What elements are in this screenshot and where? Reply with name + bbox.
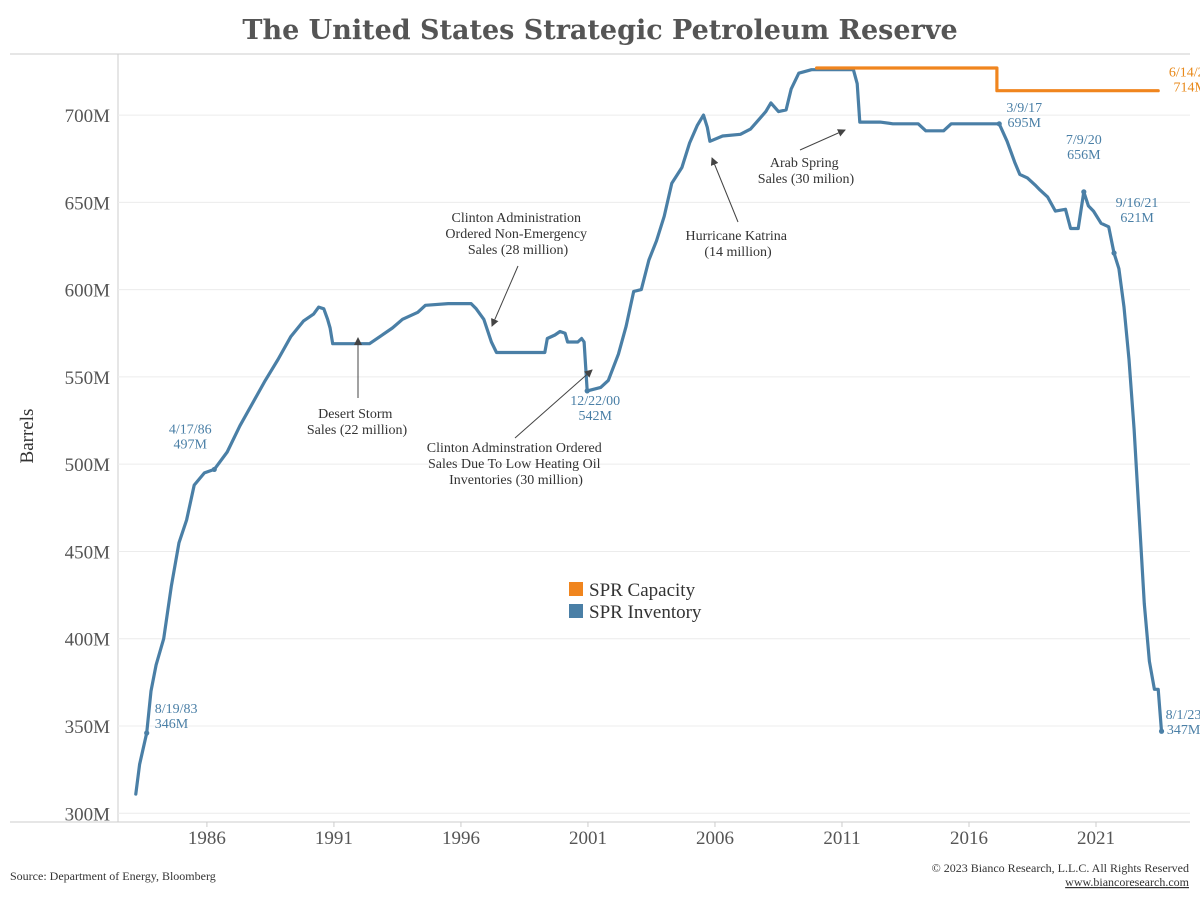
point-label-date: 12/22/00 xyxy=(570,394,620,409)
data-point-marker xyxy=(211,466,217,473)
footer-website-link[interactable]: www.biancoresearch.com xyxy=(1065,875,1189,889)
y-tick-label: 400M xyxy=(65,630,111,651)
annotation-clinton-heating-oil: Clinton Adminstration Ordered Sales Due … xyxy=(427,441,605,488)
x-tick-label: 2021 xyxy=(1077,828,1115,849)
y-tick-label: 500M xyxy=(65,455,111,476)
data-point-marker xyxy=(1158,728,1165,734)
y-tick-label: 350M xyxy=(65,717,111,738)
data-point-marker xyxy=(1081,189,1087,195)
point-label-date: 8/1/23 xyxy=(1166,708,1200,723)
arrow-clinton-heating-oil xyxy=(514,369,593,439)
annotation-desert-storm-line-2: Sales (22 million) xyxy=(307,423,408,438)
data-point-marker xyxy=(584,388,590,394)
annotation-hurricane-katrina-line-1: Hurricane Katrina xyxy=(686,229,788,244)
x-tick-label: 1996 xyxy=(442,828,480,849)
point-label-value: 346M xyxy=(155,717,189,732)
data-point-marker xyxy=(1111,250,1117,256)
footer-source: Source: Department of Energy, Bloomberg xyxy=(10,869,216,883)
point-label-value: 621M xyxy=(1120,211,1154,226)
x-tick-label: 2016 xyxy=(950,828,988,849)
footer-copyright: © 2023 Bianco Research, L.L.C. All Right… xyxy=(932,861,1189,875)
point-label-date: 4/17/86 xyxy=(169,422,212,437)
y-tick-label: 600M xyxy=(65,281,111,302)
gridlines xyxy=(118,114,1190,814)
data-point-marker xyxy=(144,730,150,736)
y-tick-label: 300M xyxy=(65,804,111,825)
legend-label-capacity: SPR Capacity xyxy=(589,580,696,601)
x-tick-label: 1991 xyxy=(315,828,353,849)
annotation-clinton-heating-oil-line-1: Clinton Adminstration Ordered xyxy=(427,441,602,456)
x-tick-label: 1986 xyxy=(188,828,226,849)
annotation-hurricane-katrina-line-2: (14 million) xyxy=(704,245,772,260)
annotation-hurricane-katrina: Hurricane Katrina (14 million) xyxy=(686,229,791,260)
point-label-date: 6/14/23 xyxy=(1169,66,1200,81)
annotation-arrows xyxy=(354,129,846,439)
point-label-value: 656M xyxy=(1067,148,1101,163)
y-axis-label: Barrels xyxy=(17,409,38,464)
x-tick-label: 2001 xyxy=(569,828,607,849)
annotation-clinton-heating-oil-line-3: Inventories (30 million) xyxy=(449,473,583,488)
point-label-date: 7/9/20 xyxy=(1066,133,1102,148)
y-tick-label: 450M xyxy=(65,542,111,563)
annotations: Desert Storm Sales (22 million) Clinton … xyxy=(307,156,855,488)
annotation-desert-storm-line-1: Desert Storm xyxy=(318,407,392,422)
chart-title: The United States Strategic Petroleum Re… xyxy=(242,15,957,46)
arrow-hurricane-katrina xyxy=(710,157,739,223)
y-axis-ticks: 300M 350M 400M 450M 500M 550M 600M 650M 700M xyxy=(65,106,111,825)
point-label-value: 497M xyxy=(174,437,208,452)
annotation-arab-spring: Arab Spring Sales (30 milion) xyxy=(758,156,855,187)
y-tick-label: 700M xyxy=(65,106,111,127)
annotation-clinton-non-emergency: Clinton Administration Ordered Non-Emerg… xyxy=(445,211,590,258)
x-tick-label: 2011 xyxy=(823,828,860,849)
series-layer xyxy=(134,66,1164,796)
arrow-arab-spring xyxy=(799,129,846,151)
point-label-value: 714M xyxy=(1174,81,1200,96)
y-tick-label: 650M xyxy=(65,193,111,214)
annotation-clinton-non-emergency-line-3: Sales (28 million) xyxy=(468,243,569,258)
x-axis-ticks: 1986 1991 1996 2001 2006 2011 2016 2021 xyxy=(188,822,1115,849)
x-tick-label: 2006 xyxy=(696,828,734,849)
annotation-clinton-heating-oil-line-2: Sales Due To Low Heating Oil xyxy=(428,457,601,472)
series-line-spr-capacity xyxy=(815,66,1160,93)
point-label-date: 3/9/17 xyxy=(1006,101,1042,116)
point-label-value: 542M xyxy=(578,409,612,424)
y-tick-label: 550M xyxy=(65,368,111,389)
annotation-clinton-non-emergency-line-1: Clinton Administration xyxy=(451,211,581,226)
annotation-desert-storm: Desert Storm Sales (22 million) xyxy=(307,407,408,438)
data-point-marker xyxy=(996,121,1002,127)
legend-swatch-inventory xyxy=(569,604,583,618)
point-label-date: 9/16/21 xyxy=(1116,196,1159,211)
legend-swatch-capacity xyxy=(569,582,583,596)
legend: SPR Capacity SPR Inventory xyxy=(569,580,702,623)
point-label-value: 695M xyxy=(1007,116,1041,131)
point-label-date: 8/19/83 xyxy=(155,702,198,717)
series-line-spr-inventory xyxy=(134,68,1164,796)
point-label-value: 347M xyxy=(1167,723,1200,738)
annotation-arab-spring-line-1: Arab Spring xyxy=(770,156,839,171)
arrow-clinton-non-emergency xyxy=(491,265,519,327)
legend-label-inventory: SPR Inventory xyxy=(589,602,702,623)
annotation-arab-spring-line-2: Sales (30 milion) xyxy=(758,172,855,187)
annotation-clinton-non-emergency-line-2: Ordered Non-Emergency xyxy=(445,227,587,242)
